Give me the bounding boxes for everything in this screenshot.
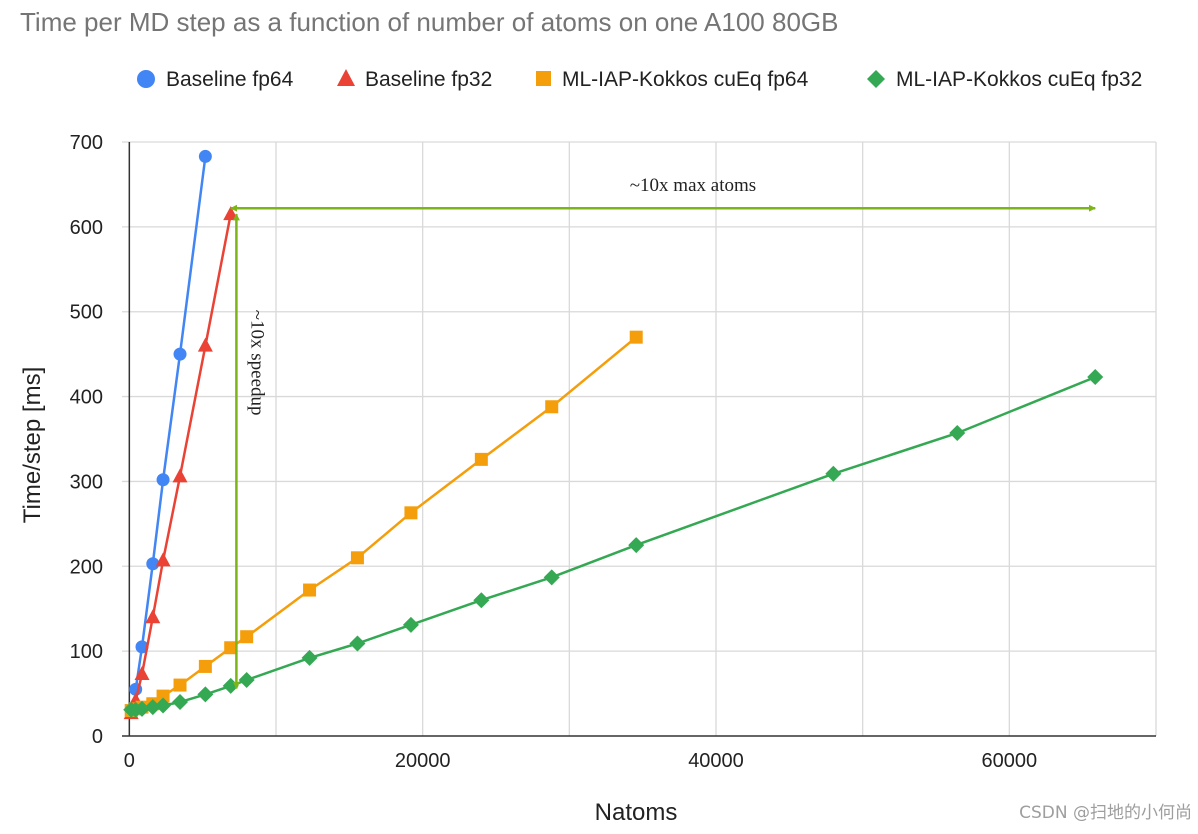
data-point-diamond bbox=[825, 465, 842, 482]
series-line bbox=[130, 213, 232, 714]
data-point-triangle bbox=[134, 666, 150, 681]
data-point-square bbox=[404, 506, 418, 520]
y-tick-label: 200 bbox=[70, 556, 103, 578]
data-point-square bbox=[629, 330, 643, 344]
y-tick-label: 500 bbox=[70, 302, 103, 324]
data-point-square bbox=[240, 630, 254, 644]
data-point-square bbox=[198, 659, 212, 673]
watermark: CSDN @扫地的小何尚 bbox=[1019, 803, 1192, 823]
x-tick-label: 60000 bbox=[982, 750, 1038, 772]
y-tick-label: 400 bbox=[70, 387, 103, 409]
max-atoms-annotation: ~10x max atoms bbox=[630, 175, 756, 196]
data-point-circle bbox=[146, 557, 160, 571]
y-tick-label: 700 bbox=[70, 132, 103, 154]
legend-label: ML-IAP-Kokkos cuEq fp32 bbox=[896, 68, 1142, 91]
series-line bbox=[130, 336, 637, 712]
data-point-diamond bbox=[628, 537, 645, 554]
x-tick-labels: 0 20000 40000 60000 bbox=[124, 750, 1037, 772]
data-point-circle bbox=[198, 149, 212, 163]
series-baseline-fp64 bbox=[129, 149, 212, 696]
data-point-diamond bbox=[301, 649, 318, 666]
legend-marker-triangle bbox=[337, 69, 355, 86]
data-point-diamond bbox=[1087, 369, 1104, 386]
series-ml-iap-kokkos-cueq-fp32 bbox=[123, 369, 1104, 718]
legend-marker-square bbox=[536, 71, 551, 86]
data-point-diamond bbox=[134, 700, 151, 717]
legend-label: Baseline fp32 bbox=[365, 68, 492, 91]
data-point-diamond bbox=[197, 686, 214, 703]
data-point-circle bbox=[135, 640, 149, 654]
y-tick-labels: 0 100 200 300 400 500 600 700 bbox=[70, 132, 103, 748]
data-point-triangle bbox=[172, 468, 188, 483]
series-ml-iap-kokkos-cueq-fp64 bbox=[124, 330, 643, 718]
legend-marker-circle bbox=[137, 70, 155, 88]
x-tick-label: 0 bbox=[124, 750, 135, 772]
data-point-diamond bbox=[949, 425, 966, 442]
data-point-triangle bbox=[197, 337, 213, 352]
data-point-square bbox=[350, 551, 364, 565]
data-point-diamond bbox=[349, 635, 366, 652]
data-point-square bbox=[474, 452, 488, 466]
legend-marker-diamond bbox=[867, 70, 885, 88]
data-point-square bbox=[545, 400, 559, 414]
annotations: ~10x max atoms ~10x speedup bbox=[230, 175, 1096, 690]
chart-title: Time per MD step as a function of number… bbox=[20, 7, 838, 37]
legend-label: ML-IAP-Kokkos cuEq fp64 bbox=[562, 68, 809, 91]
legend-item-mliap-fp64[interactable]: ML-IAP-Kokkos cuEq fp64 bbox=[536, 68, 809, 91]
data-point-diamond bbox=[155, 697, 172, 714]
data-point-diamond bbox=[402, 616, 419, 633]
gridlines bbox=[122, 141, 1157, 736]
legend-label: Baseline fp64 bbox=[166, 68, 294, 91]
data-point-square bbox=[303, 583, 317, 597]
x-tick-label: 20000 bbox=[395, 750, 451, 772]
data-point-circle bbox=[156, 473, 170, 487]
data-point-diamond bbox=[144, 699, 161, 716]
y-tick-label: 0 bbox=[92, 726, 103, 748]
data-point-square bbox=[156, 689, 170, 703]
legend-item-baseline-fp64[interactable]: Baseline fp64 bbox=[137, 68, 294, 91]
y-tick-label: 300 bbox=[70, 471, 103, 493]
legend-item-mliap-fp32[interactable]: ML-IAP-Kokkos cuEq fp32 bbox=[867, 68, 1142, 91]
series-line bbox=[134, 156, 207, 690]
series-layer bbox=[123, 149, 1104, 720]
data-point-diamond bbox=[543, 569, 560, 586]
legend: Baseline fp64 Baseline fp32 ML-IAP-Kokko… bbox=[137, 68, 1142, 91]
data-point-diamond bbox=[473, 592, 490, 609]
y-tick-label: 100 bbox=[70, 641, 103, 663]
data-point-diamond bbox=[172, 694, 189, 711]
legend-item-baseline-fp32[interactable]: Baseline fp32 bbox=[337, 68, 492, 91]
data-point-square bbox=[173, 678, 187, 692]
data-point-triangle bbox=[145, 609, 161, 624]
data-point-diamond bbox=[238, 671, 255, 688]
data-point-triangle bbox=[155, 552, 171, 567]
y-tick-label: 600 bbox=[70, 217, 103, 239]
x-axis-label: Natoms bbox=[595, 799, 678, 826]
y-axis-label: Time/step [ms] bbox=[19, 367, 46, 523]
data-point-circle bbox=[173, 347, 187, 361]
speedup-annotation: ~10x speedup bbox=[246, 310, 267, 416]
x-tick-label: 40000 bbox=[688, 750, 744, 772]
